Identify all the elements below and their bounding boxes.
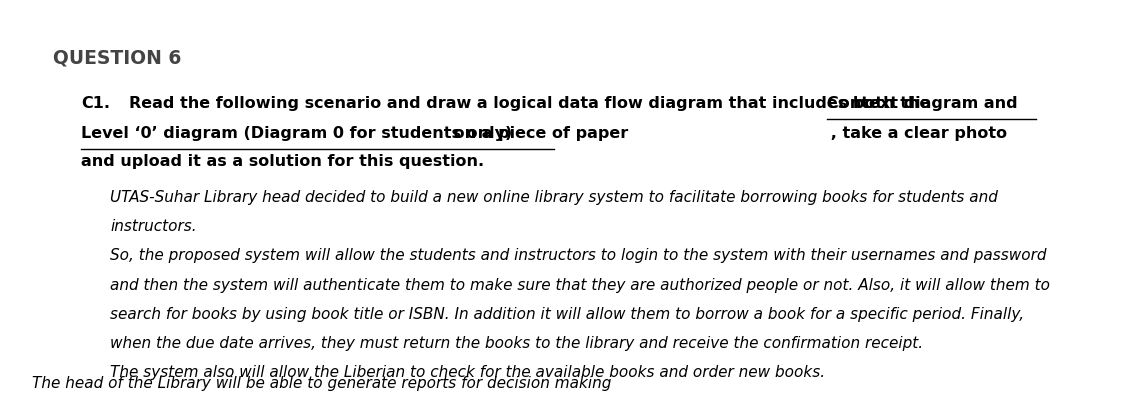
- Text: instructors.: instructors.: [110, 219, 197, 234]
- Text: Context diagram and: Context diagram and: [827, 96, 1018, 111]
- Text: search for books by using book title or ISBN. In addition it will allow them to : search for books by using book title or …: [110, 307, 1024, 322]
- Text: C1.: C1.: [81, 96, 110, 111]
- Text: UTAS-Suhar Library head decided to build a new online library system to facilita: UTAS-Suhar Library head decided to build…: [110, 190, 998, 205]
- Text: on a piece of paper                                    , take a clear photo: on a piece of paper , take a clear photo: [448, 126, 1007, 141]
- Text: and then the system will authenticate them to make sure that they are authorized: and then the system will authenticate th…: [110, 278, 1050, 292]
- Text: The head of the Library will be able to generate reports for decision making: The head of the Library will be able to …: [32, 376, 611, 391]
- Text: when the due date arrives, they must return the books to the library and receive: when the due date arrives, they must ret…: [110, 336, 924, 351]
- Text: The system also will allow the Liberian to check for the available books and ord: The system also will allow the Liberian …: [110, 365, 825, 380]
- Text: So, the proposed system will allow the students and instructors to login to the : So, the proposed system will allow the s…: [110, 248, 1046, 264]
- Text: Level ‘0’ diagram (Diagram 0 for students only): Level ‘0’ diagram (Diagram 0 for student…: [81, 126, 513, 141]
- Text: and upload it as a solution for this question.: and upload it as a solution for this que…: [81, 154, 485, 169]
- Text: Read the following scenario and draw a logical data flow diagram that includes b: Read the following scenario and draw a l…: [129, 96, 936, 111]
- Text: QUESTION 6: QUESTION 6: [53, 48, 181, 67]
